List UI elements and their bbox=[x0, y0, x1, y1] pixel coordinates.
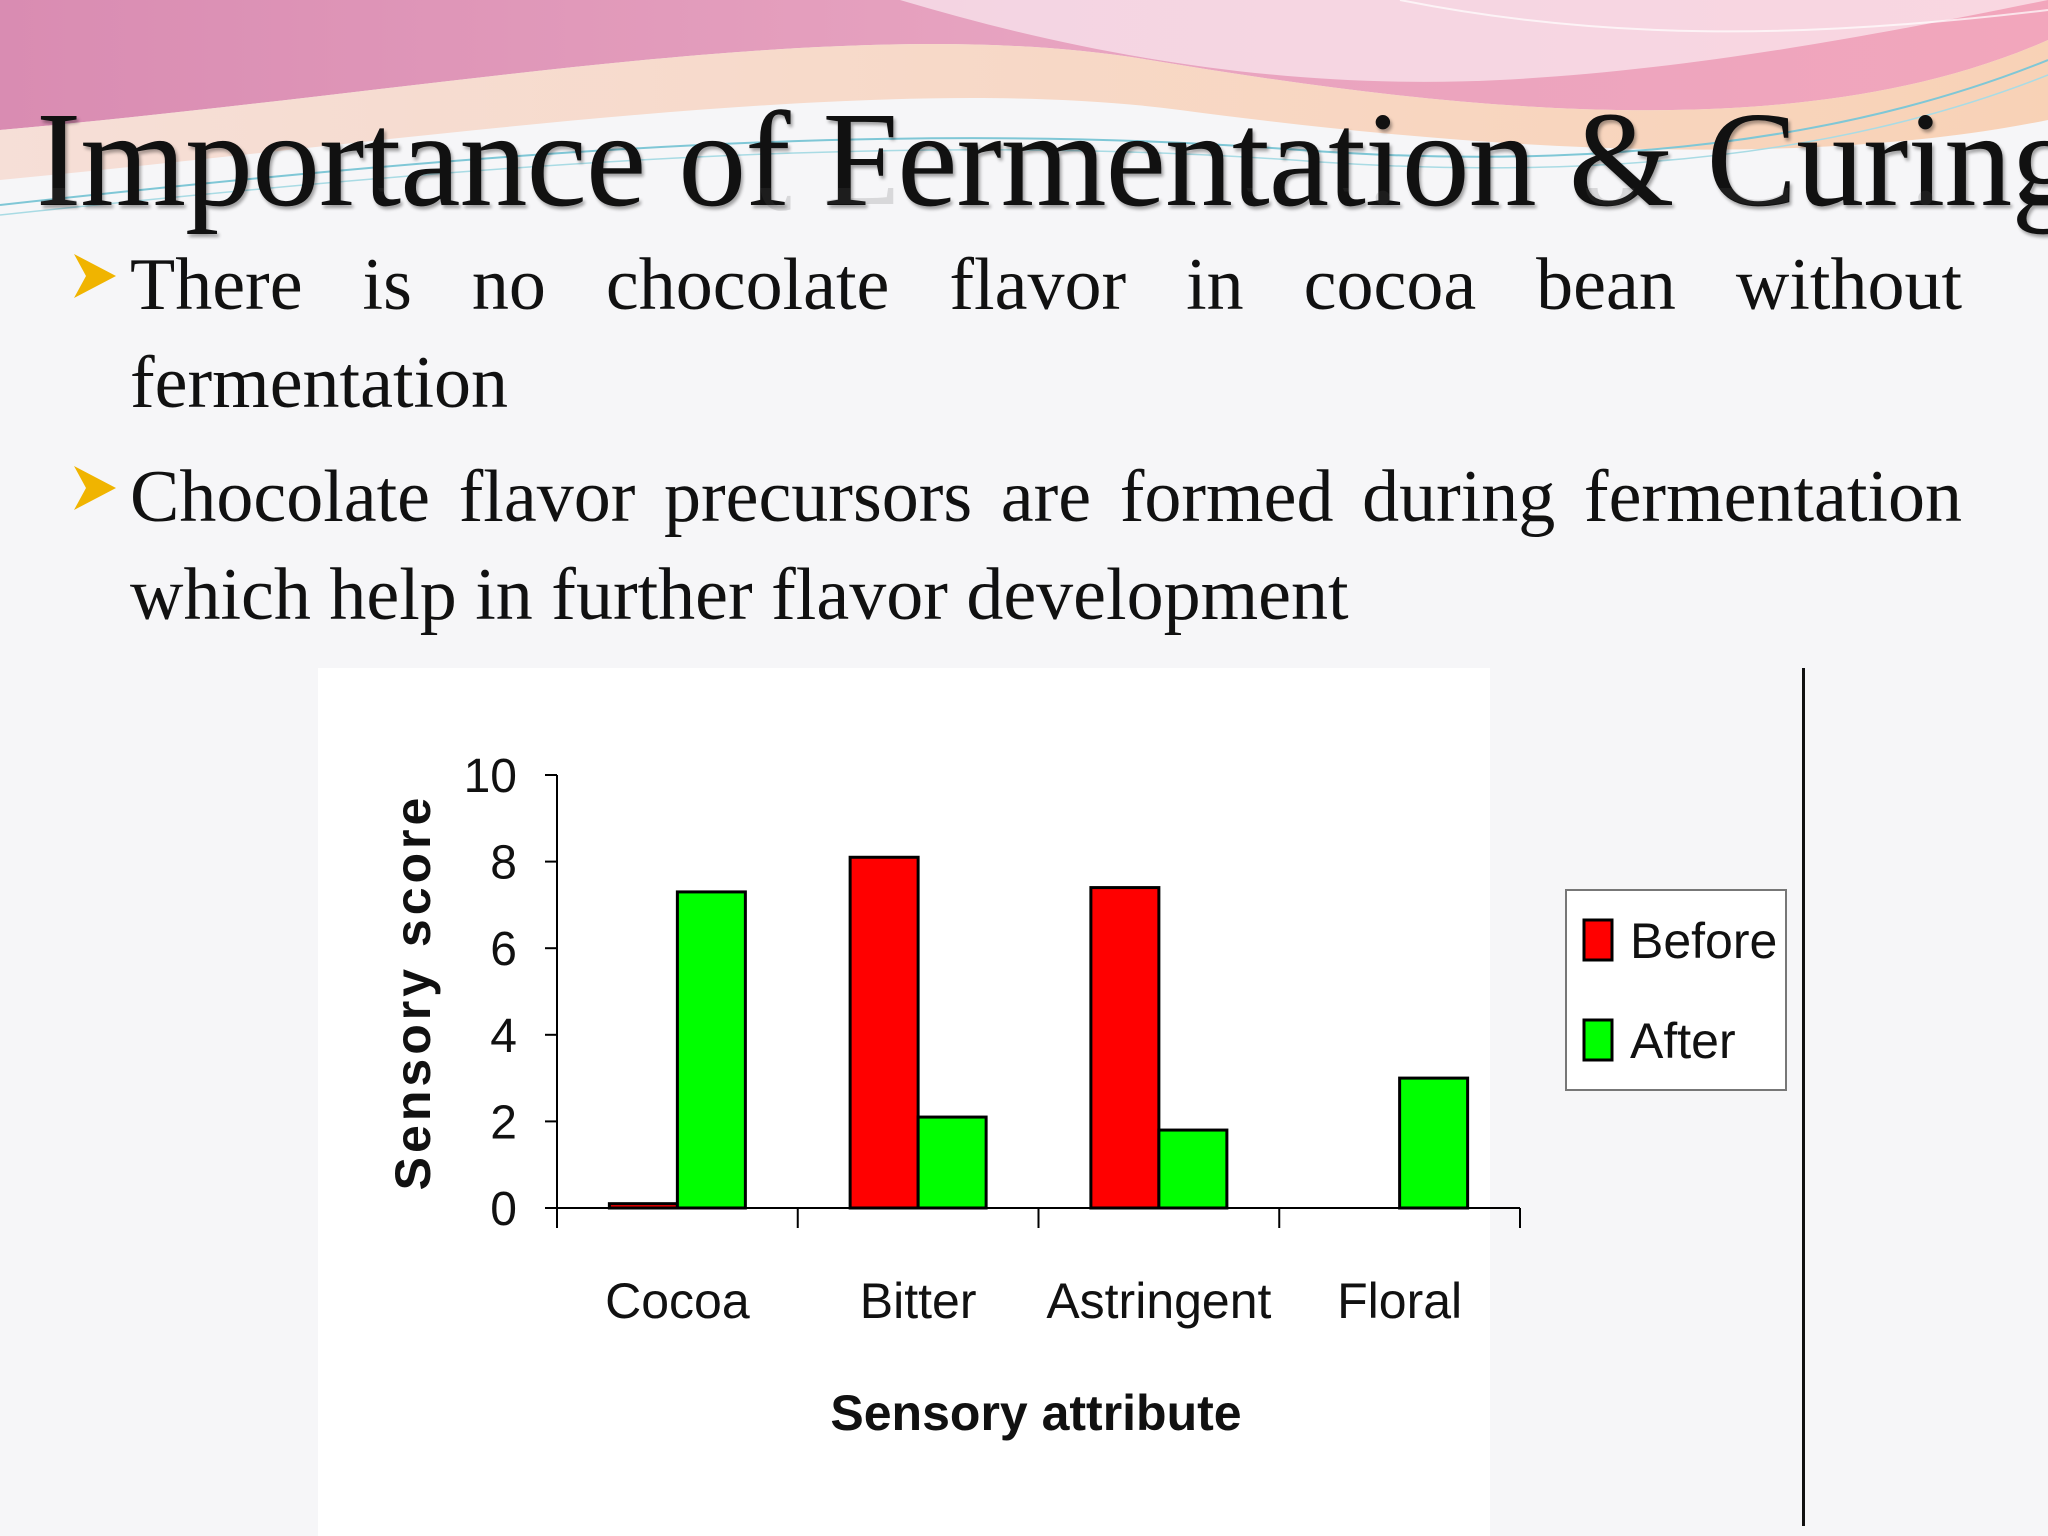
x-axis-title: Sensory attribute bbox=[830, 1385, 1241, 1441]
bullet-text: Chocolate flavor precursors are formed d… bbox=[130, 456, 1962, 636]
chart-labels: 0 2 4 6 8 10 Cocoa Bitter Astringent Floral Sensor… bbox=[385, 750, 1462, 1441]
legend-label-after: After bbox=[1630, 1013, 1736, 1069]
chart-legend: Before After bbox=[1565, 889, 1787, 1091]
bar-after-cocoa bbox=[675, 890, 747, 1210]
y-tick-label: 6 bbox=[490, 923, 517, 976]
bar-after-bitter bbox=[916, 1115, 988, 1210]
y-tick-label: 10 bbox=[464, 750, 517, 803]
bar-before-bitter bbox=[848, 855, 920, 1210]
panel-divider bbox=[1802, 668, 1805, 1526]
bar-before-cocoa bbox=[607, 1202, 679, 1210]
y-tick-label: 8 bbox=[490, 837, 517, 890]
y-tick-label: 4 bbox=[490, 1010, 517, 1063]
x-tick-label: Bitter bbox=[860, 1273, 977, 1329]
legend-label-before: Before bbox=[1630, 913, 1777, 969]
bullet-item: Chocolate flavor precursors are formed d… bbox=[74, 448, 1962, 644]
slide-title: Importance of Fermentation & Curing bbox=[36, 85, 2048, 235]
arrow-bullet-icon bbox=[74, 466, 116, 510]
bullet-item: There is no chocolate flavor in cocoa be… bbox=[74, 236, 1962, 432]
x-tick-label: Astringent bbox=[1046, 1273, 1271, 1329]
bar-after-floral bbox=[1398, 1076, 1470, 1210]
arrow-bullet-icon bbox=[74, 254, 116, 298]
y-tick-label: 0 bbox=[490, 1183, 517, 1236]
x-tick-label: Floral bbox=[1337, 1273, 1462, 1329]
bar-after-astringent bbox=[1157, 1128, 1229, 1210]
chart-bars bbox=[607, 855, 1470, 1210]
bullet-text: There is no chocolate flavor in cocoa be… bbox=[130, 244, 1962, 424]
x-tick-label: Cocoa bbox=[605, 1273, 750, 1329]
legend-swatch-after bbox=[1582, 1018, 1614, 1062]
header-swoosh-decoration bbox=[0, 0, 2048, 216]
bar-before-astringent bbox=[1089, 886, 1161, 1210]
y-tick-label: 2 bbox=[490, 1096, 517, 1149]
y-axis-title: Sensory score bbox=[385, 794, 441, 1191]
legend-swatch-before bbox=[1582, 918, 1614, 962]
